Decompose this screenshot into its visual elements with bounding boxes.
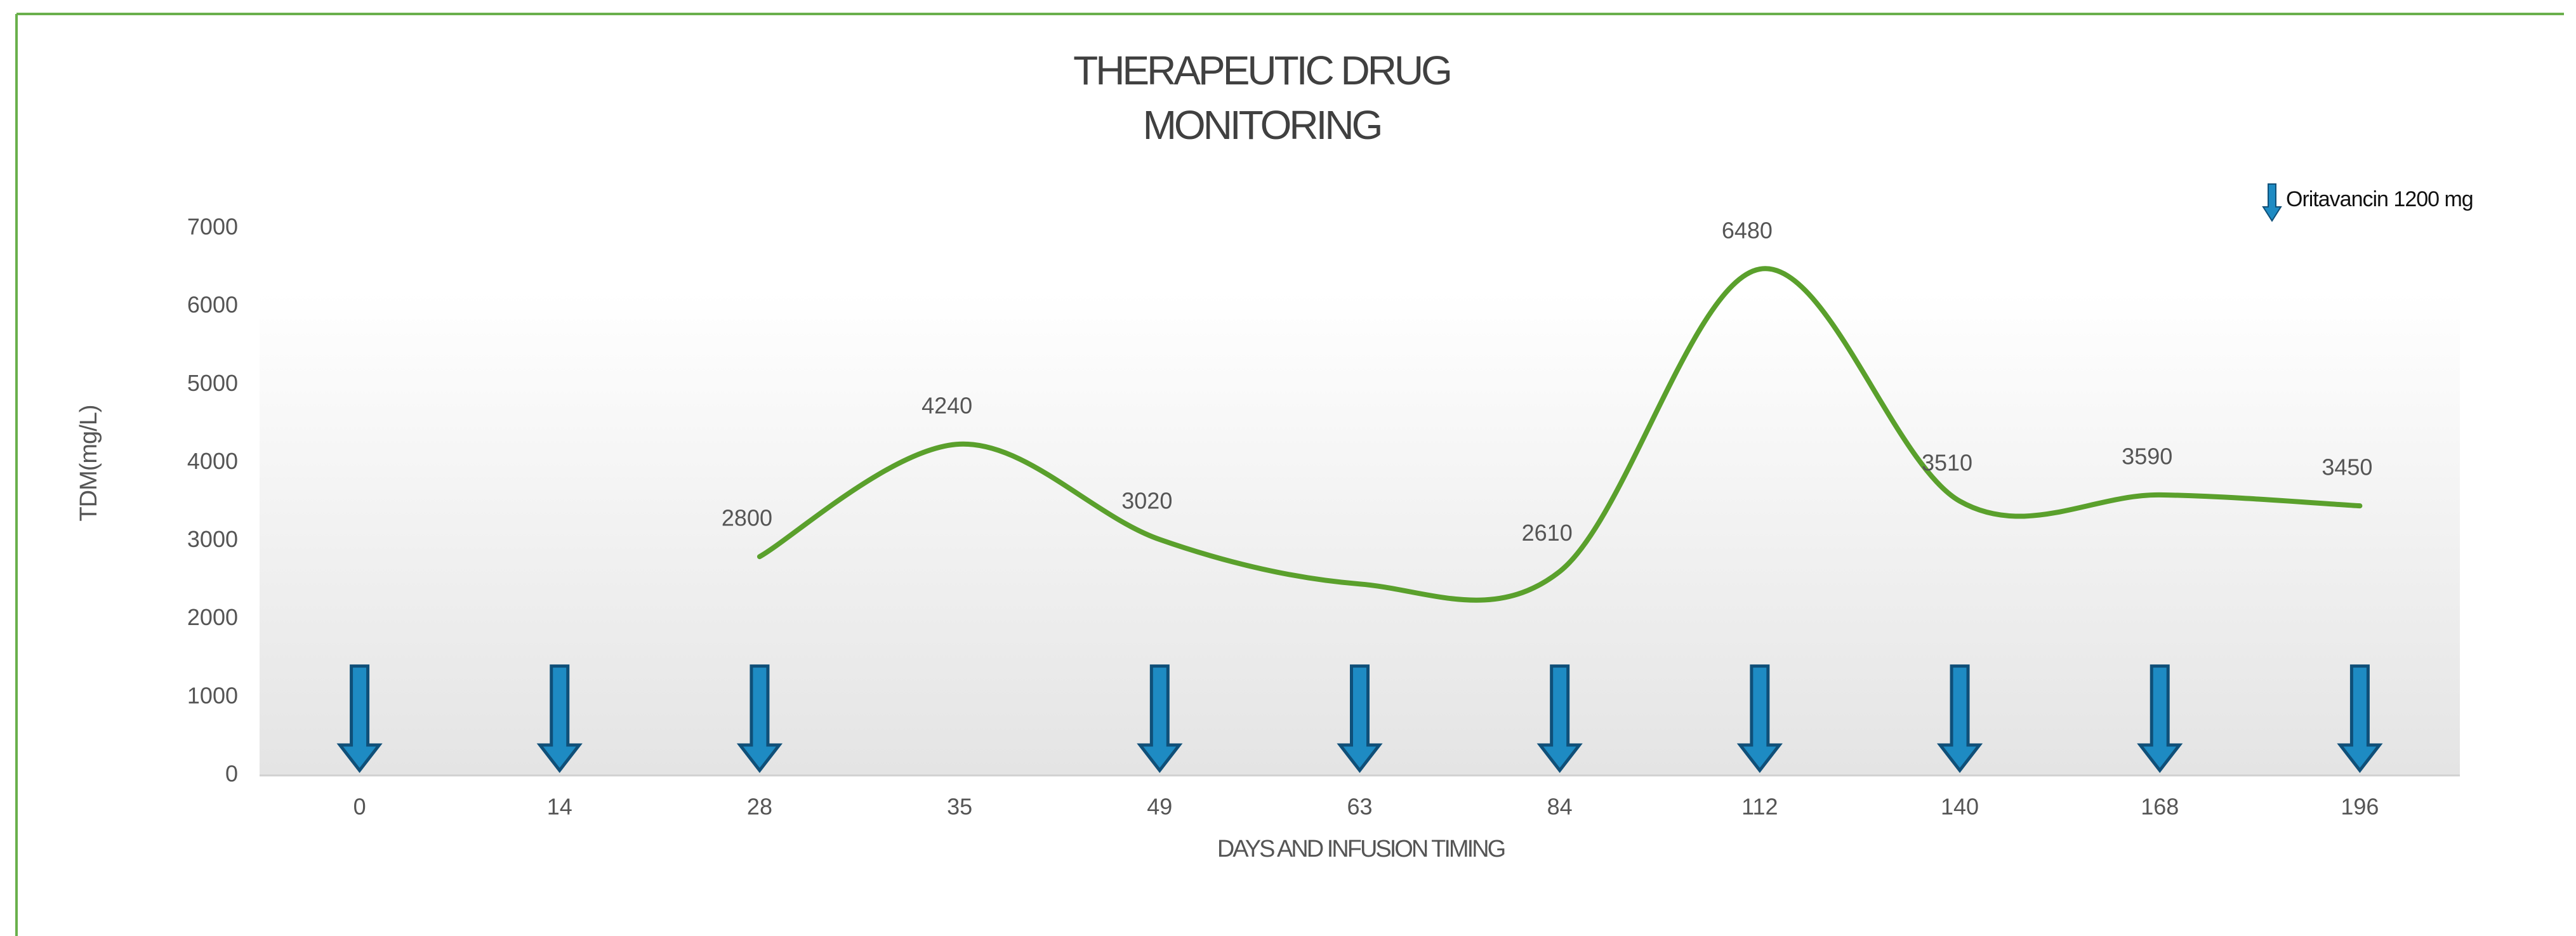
data-label: 3450 — [2322, 454, 2372, 480]
y-tick-label: 6000 — [187, 292, 238, 318]
y-tick-label: 0 — [225, 761, 238, 787]
infusion-arrow — [336, 664, 383, 774]
x-axis-label: DAYS AND INFUSION TIMING — [1217, 836, 1505, 862]
infusion-arrow — [2137, 664, 2183, 774]
x-tick-label: 0 — [353, 794, 366, 820]
data-label: 3510 — [1922, 449, 1972, 475]
x-tick-label: 14 — [547, 794, 572, 820]
data-label: 3590 — [2122, 443, 2172, 469]
data-line — [756, 266, 2363, 603]
x-tick-label: 168 — [2141, 794, 2179, 820]
x-tick-label: 140 — [1941, 794, 1979, 820]
infusion-arrow — [1337, 664, 1383, 774]
infusion-arrow — [1936, 664, 1983, 774]
infusion-arrow — [736, 664, 783, 774]
data-label: 4240 — [921, 392, 972, 418]
x-tick-label: 49 — [1147, 794, 1172, 820]
y-tick-label: 7000 — [187, 214, 238, 240]
infusion-arrow — [536, 664, 583, 774]
y-tick-label: 2000 — [187, 604, 238, 630]
x-tick-label: 196 — [2341, 794, 2379, 820]
y-tick-label: 3000 — [187, 526, 238, 552]
x-tick-label: 28 — [747, 794, 772, 820]
data-label: 3020 — [1121, 488, 1172, 514]
y-tick-label: 5000 — [187, 370, 238, 396]
legend-symbol — [2262, 183, 2282, 222]
infusion-arrow — [1736, 664, 1783, 774]
y-tick-label: 1000 — [187, 682, 238, 708]
legend-label: Oritavancin 1200 mg — [2286, 187, 2473, 211]
x-tick-label: 84 — [1547, 794, 1573, 820]
data-label: 2610 — [1522, 520, 1573, 546]
data-label: 6480 — [1722, 218, 1773, 244]
chart-title: THERAPEUTIC DRUG MONITORING — [1073, 48, 1453, 148]
infusion-arrow — [2337, 664, 2383, 774]
x-tick-label: 112 — [1741, 794, 1778, 820]
x-tick-label: 35 — [947, 794, 972, 820]
y-axis-label: TDM(mg/L) — [76, 405, 102, 521]
data-label: 2800 — [722, 505, 772, 531]
infusion-arrow — [1137, 664, 1183, 774]
x-tick-label: 63 — [1347, 794, 1372, 820]
infusion-arrow — [1536, 664, 1583, 774]
y-tick-label: 4000 — [187, 448, 238, 474]
